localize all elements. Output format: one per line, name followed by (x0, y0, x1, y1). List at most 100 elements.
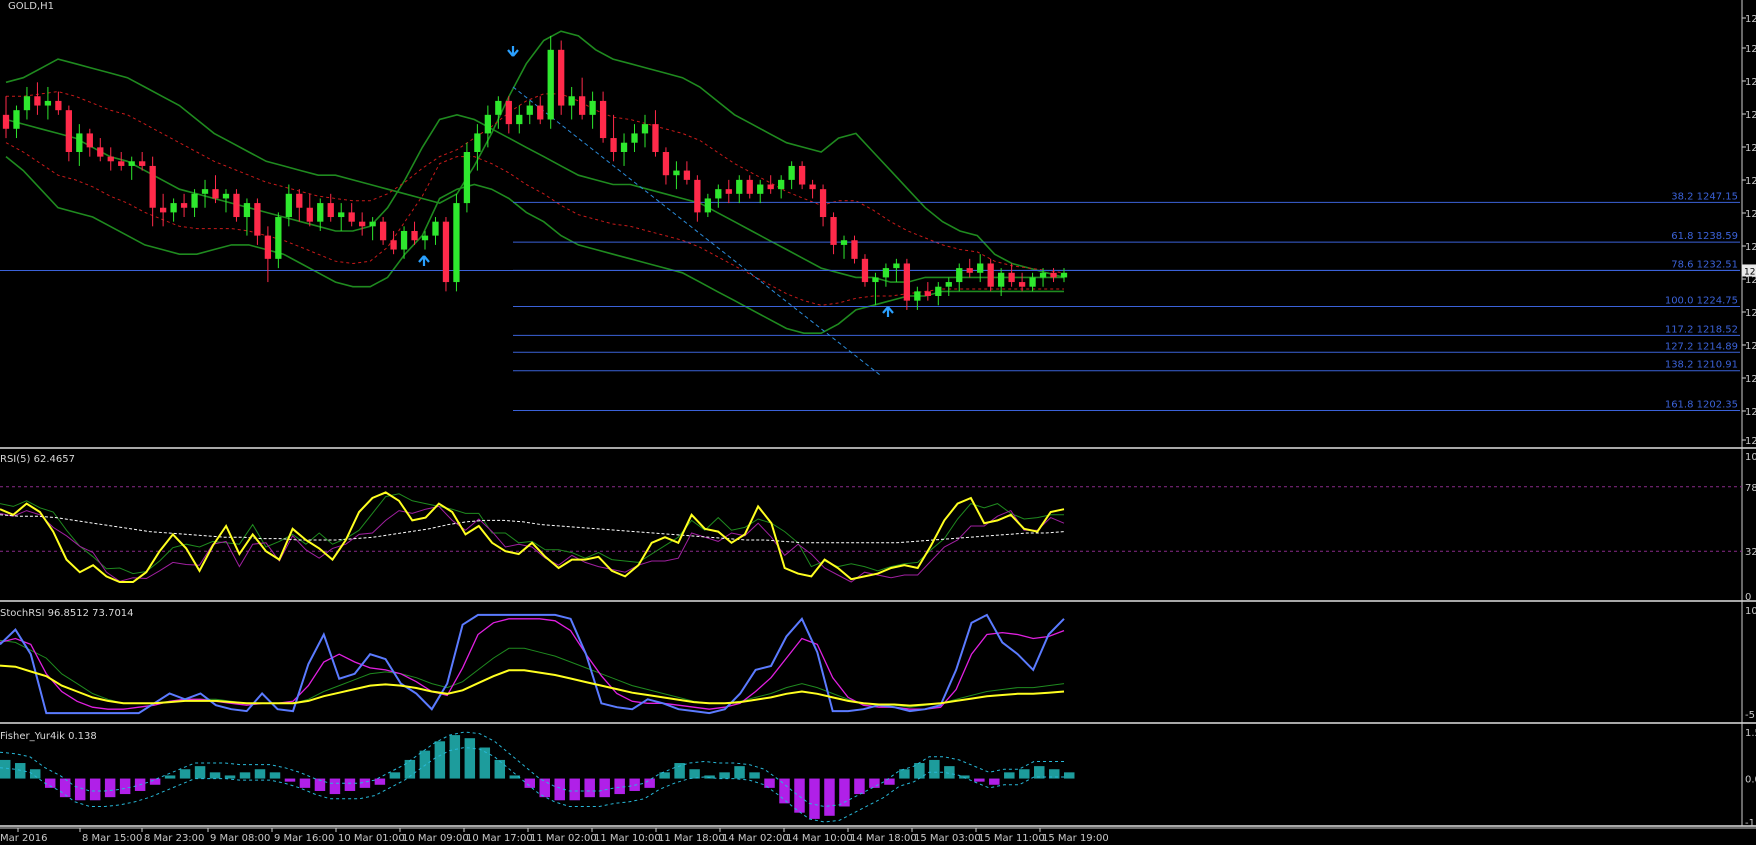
candle-body (840, 240, 848, 245)
fisher-upper-line (0, 731, 1064, 808)
rsi-panel-title: RSI(5) 62.4657 (0, 454, 75, 465)
fisher-bar (329, 778, 341, 795)
candle-body (631, 133, 638, 143)
fisher-bar (674, 763, 685, 779)
candle-body (107, 156, 114, 162)
candle-body (118, 161, 125, 166)
candle-body (516, 114, 523, 125)
candle-body (23, 96, 31, 111)
candle-body (159, 207, 167, 213)
fisher-bar (389, 772, 401, 779)
candle-body (945, 282, 952, 287)
fisher-bar (494, 759, 506, 779)
price-tick-label: 122 (1745, 308, 1756, 319)
candle-body (903, 263, 911, 301)
fisher-bar (1049, 769, 1060, 779)
candle-body (139, 161, 146, 166)
candle-body (683, 170, 691, 180)
price-tick-label: 126 (1745, 14, 1756, 25)
fisher-bar (269, 772, 281, 779)
fisher-bar (239, 772, 251, 779)
fisher-bar (29, 769, 41, 779)
candle-body (578, 96, 586, 115)
candle-body (327, 203, 334, 218)
fisher-bar (884, 778, 895, 785)
time-tick-label: 10 Mar 17:00 (466, 833, 533, 844)
candle-body (641, 124, 649, 134)
fisher-bar (149, 778, 161, 785)
candle-body (788, 165, 795, 180)
fisher-bar (764, 778, 775, 788)
candle-body (537, 105, 544, 120)
stochrsi-yellow-line (0, 664, 1065, 707)
fisher-bar (974, 778, 985, 782)
candle-body (861, 258, 869, 283)
candle-body (359, 221, 366, 227)
candle-body (1018, 282, 1026, 287)
fisher-bar (104, 778, 116, 798)
candle-body (254, 203, 261, 236)
fisher-bar (659, 772, 670, 779)
fib-level-label: 78.6 1232.51 (1671, 259, 1738, 270)
candle-body (620, 142, 628, 152)
candle-body (2, 114, 10, 129)
fisher-bar (599, 778, 610, 798)
fisher-bar (914, 763, 925, 779)
candle-body (662, 152, 670, 176)
candle-body (296, 193, 303, 208)
time-tick-label: 15 Mar 19:00 (1042, 833, 1109, 844)
current-price-label: 123 (1744, 267, 1756, 277)
fib-level-label: 100.0 1224.75 (1665, 295, 1738, 306)
fisher-bar (854, 778, 865, 795)
candle-body (180, 203, 188, 208)
candle-body (851, 240, 858, 259)
stochrsi-tick-label: 105 (1745, 606, 1756, 617)
fisher-bar (689, 769, 700, 779)
fisher-panel-title: Fisher_Yur4ik 0.138 (0, 731, 97, 742)
candle-body (872, 277, 879, 283)
bollinger-upper-line (5, 30, 1065, 279)
candle-body (924, 291, 931, 296)
candle-body (694, 179, 701, 213)
candle-body (149, 165, 156, 208)
fisher-bar (374, 778, 386, 785)
sell-arrow-icon-shape (507, 46, 519, 57)
candle-body (390, 240, 397, 250)
fisher-bar (209, 772, 221, 779)
fisher-bar (194, 766, 206, 779)
candle-body (348, 212, 355, 222)
buy-arrow-icon (882, 306, 894, 317)
fisher-bar (959, 775, 970, 779)
symbol-label: GOLD,H1 (8, 1, 54, 12)
candle-body (819, 189, 827, 218)
price-tick-label: 124 (1745, 176, 1756, 187)
fisher-bar (524, 778, 535, 788)
fib-level-label: 161.8 1202.35 (1665, 400, 1738, 411)
candle-body (34, 96, 41, 106)
price-tick-label: 124 (1745, 143, 1756, 154)
candle-body (505, 100, 512, 125)
candle-body (966, 268, 973, 273)
fisher-bar (119, 778, 131, 795)
fisher-bar (584, 778, 595, 798)
candle-body (201, 189, 209, 194)
fisher-bar (74, 778, 86, 801)
candle-body (673, 170, 680, 176)
time-tick-label: 14 Mar 18:00 (850, 833, 917, 844)
price-tick-label: 125 (1745, 110, 1756, 121)
candle-body (191, 193, 198, 208)
rsi-tick-label: 32 (1745, 547, 1756, 558)
price-tick-label: 123 (1745, 242, 1756, 253)
candle-body (55, 100, 62, 111)
price-tick-label: 123 (1745, 209, 1756, 220)
time-tick-label: 11 Mar 02:00 (530, 833, 597, 844)
candle-body (233, 193, 240, 218)
fisher-bar (89, 778, 101, 801)
fisher-bar (1064, 772, 1075, 779)
candle-body (882, 268, 890, 278)
fib-level-label: 38.2 1247.15 (1671, 191, 1738, 202)
fisher-bar (644, 778, 655, 788)
candle-body (809, 184, 816, 190)
time-tick-label: 10 Mar 01:00 (338, 833, 405, 844)
